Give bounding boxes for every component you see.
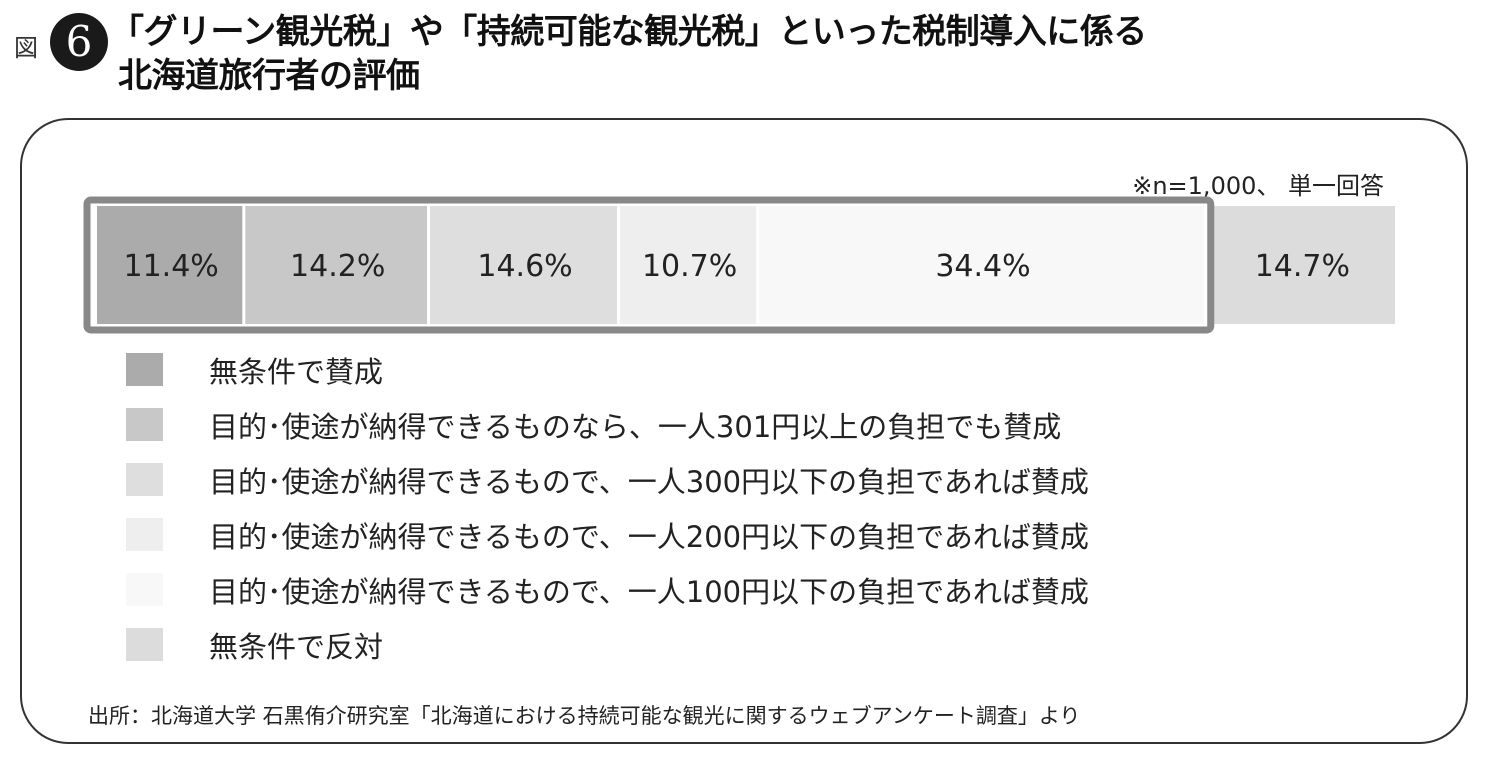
legend-label: 目的･使途が納得できるもので、一人100円以下の負担であれば賛成 [209, 574, 1089, 609]
chart-title-line-2: 北海道旅行者の評価 [118, 56, 420, 96]
bar-segment-1 [97, 206, 243, 324]
source-note: 出所：北海道大学 石黒侑介研究室「北海道における持続可能な観光に関するウェブアン… [88, 704, 1081, 728]
legend-item: 目的･使途が納得できるものなら、一人301円以上の負担でも賛成 [126, 397, 1089, 452]
legend-item: 無条件で賛成 [126, 342, 1089, 397]
bar-data-label-6: 14.7% [1255, 249, 1350, 284]
bar-segment-4 [620, 206, 757, 324]
bar-data-label-2: 14.2% [290, 249, 385, 284]
legend-item: 無条件で反対 [126, 617, 1089, 672]
figure-label: 図 [14, 34, 38, 62]
chart-panel [20, 118, 1468, 744]
bar-segment-5 [759, 206, 1204, 324]
approve-group-highlight [83, 196, 1215, 334]
legend-swatch [126, 463, 163, 496]
chart-title: 「グリーン観光税」や「持続可能な観光税」といった税制導入に係る 北海道旅行者の評… [110, 10, 1147, 98]
bar-data-label-5: 34.4% [935, 249, 1030, 284]
chart-title-line-1: 「グリーン観光税」や「持続可能な観光税」といった税制導入に係る [110, 12, 1147, 52]
figure-number-badge: 6 [50, 13, 108, 71]
bar-data-label-4: 10.7% [642, 249, 737, 284]
legend-swatch [126, 628, 163, 661]
sample-note: ※n=1,000、 単一回答 [1132, 172, 1384, 200]
legend-item: 目的･使途が納得できるもので、一人200円以下の負担であれば賛成 [126, 507, 1089, 562]
legend-swatch [126, 518, 163, 551]
legend-label: 無条件で賛成 [209, 354, 384, 389]
legend-label: 無条件で反対 [209, 629, 384, 664]
bar-segment-2 [245, 206, 428, 324]
bar-data-label-1: 11.4% [124, 249, 219, 284]
legend-label: 目的･使途が納得できるもので、一人300円以下の負担であれば賛成 [209, 464, 1089, 499]
bar-segment-3 [430, 206, 618, 324]
legend: 無条件で賛成目的･使途が納得できるものなら、一人301円以上の負担でも賛成 目的･… [126, 342, 1089, 672]
legend-label: 目的･使途が納得できるもので、一人200円以下の負担であれば賛成 [209, 519, 1089, 554]
legend-swatch [126, 353, 163, 386]
legend-swatch [126, 408, 163, 441]
bar-data-label-3: 14.6% [477, 249, 572, 284]
legend-label: 目的･使途が納得できるものなら、一人301円以上の負担でも賛成 [209, 409, 1062, 444]
legend-item: 目的･使途が納得できるもので、一人300円以下の負担であれば賛成 [126, 452, 1089, 507]
legend-item: 目的･使途が納得できるもので、一人100円以下の負担であれば賛成 [126, 562, 1089, 617]
bar-segment-6 [1213, 206, 1395, 324]
legend-swatch [126, 573, 163, 606]
